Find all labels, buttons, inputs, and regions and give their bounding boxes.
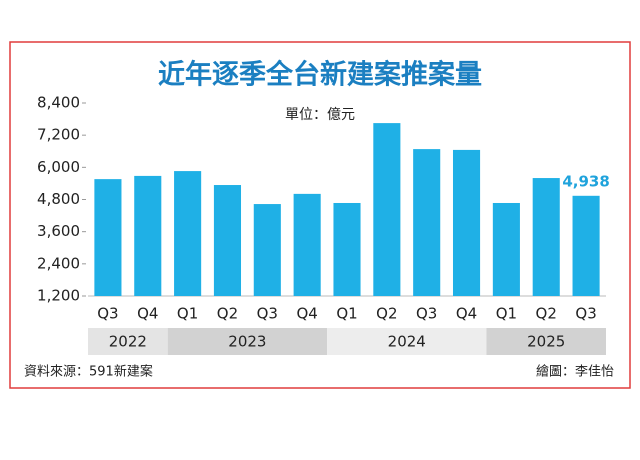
bar [134,175,162,296]
x-tick-label: Q3 [97,305,118,323]
value-label: 4,938 [562,172,609,190]
bar [253,204,281,296]
x-tick-label: Q4 [296,305,317,323]
bar [213,185,242,296]
y-tick-label: 4,800 [37,190,80,208]
x-tick-label: Q1 [336,305,357,323]
bar [333,202,361,296]
bar [492,202,520,296]
chart-title: 近年逐季全台新建案推案量 [158,59,482,91]
source: 資料來源：591新建案 [24,364,153,380]
x-tick-label: Q1 [177,305,198,323]
bar [94,179,122,296]
year-label: 2023 [228,333,266,351]
x-tick-label: Q3 [257,305,278,323]
year-band [167,328,328,355]
x-tick-label: Q2 [376,305,397,323]
x-tick-label: Q2 [217,305,238,323]
year-band [486,328,606,355]
x-tick-label: Q2 [536,305,557,323]
x-tick-label: Q4 [137,305,158,323]
y-tick-label: 6,000 [37,158,80,176]
bar [532,178,560,296]
y-tick-label: 2,400 [37,254,80,272]
bar [373,123,401,297]
bar [452,149,481,296]
x-tick-label: Q3 [416,305,437,323]
year-label: 2025 [527,333,565,351]
x-tick-label: Q1 [496,305,517,323]
y-tick-label: 3,600 [37,222,80,240]
x-tick-label: Q3 [575,305,596,323]
y-tick-label: 7,200 [37,126,80,144]
year-label: 2024 [388,333,426,351]
bar [174,171,202,296]
year-band [88,328,168,355]
bar [293,193,321,296]
year-label: 2022 [109,333,147,351]
unit-label: 單位：億元 [285,107,355,123]
bar [413,149,441,296]
y-tick-label: 8,400 [37,94,80,112]
credit: 繪圖：李佳怡 [536,364,614,380]
bar [572,195,600,296]
year-band [327,328,487,355]
y-tick-label: 1,200 [37,287,80,305]
x-tick-label: Q4 [456,305,477,323]
